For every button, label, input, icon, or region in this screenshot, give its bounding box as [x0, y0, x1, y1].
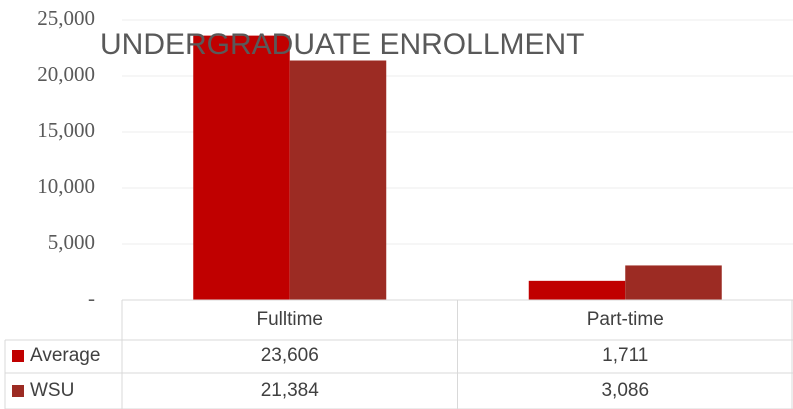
table-value: 23,606: [261, 345, 319, 366]
x-category-label: Part-time: [587, 309, 664, 330]
y-tick-label: 10,000: [37, 174, 95, 198]
y-tick-label: 25,000: [37, 6, 95, 30]
y-tick-label: 5,000: [48, 230, 95, 254]
bar: [193, 35, 290, 301]
y-tick-label: 20,000: [37, 62, 95, 86]
legend-swatch: [12, 350, 24, 362]
y-tick-label: 15,000: [37, 118, 95, 142]
legend-label: WSU: [30, 380, 74, 401]
x-category-label: Fulltime: [256, 309, 323, 330]
table-value: 1,711: [602, 345, 648, 366]
bar: [289, 60, 387, 300]
chart-title: UNDERGRADUATE ENROLLMENT: [100, 28, 585, 61]
table-value: 3,086: [601, 380, 649, 401]
legend-swatch: [12, 385, 24, 397]
table-value: 21,384: [261, 380, 320, 401]
bar: [625, 265, 722, 300]
bar: [528, 280, 626, 300]
y-tick-label: -: [88, 286, 95, 310]
legend-label: Average: [30, 345, 100, 366]
